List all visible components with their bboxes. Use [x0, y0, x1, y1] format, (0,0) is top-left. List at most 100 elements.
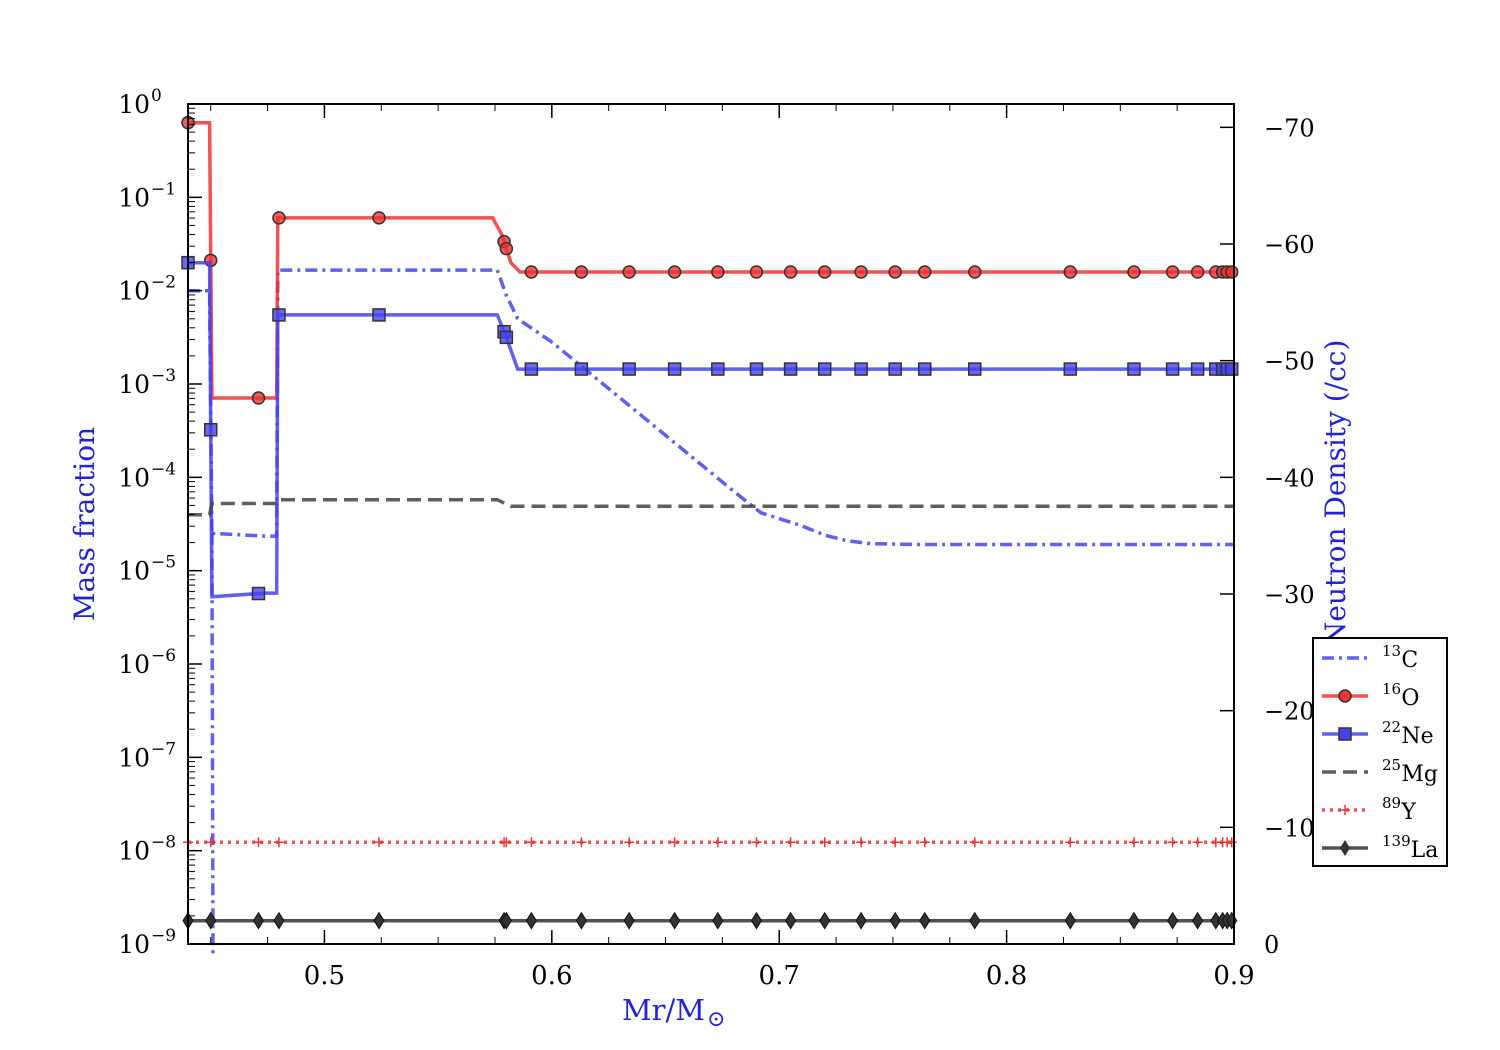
y-left-tick-exp-9: −9: [151, 926, 176, 946]
marker-139La-26: [1226, 911, 1238, 930]
marker-139La-10: [669, 911, 681, 930]
marker-22Ne-11: [711, 362, 725, 376]
marker-22Ne-8: [574, 362, 589, 376]
legend-label-sup-16O: 16: [1382, 680, 1401, 698]
legend-marker-139La: [1340, 840, 1350, 856]
legend-label-22Ne: Ne: [1401, 724, 1433, 749]
marker-139La-2: [252, 911, 265, 930]
marker-16O-26: [1224, 265, 1239, 279]
series-16O: [181, 115, 1239, 405]
marker-89Y-7: [526, 837, 537, 848]
series-line-22Ne: [188, 260, 1234, 599]
marker-139La-11: [712, 911, 724, 930]
marker-16O-2: [251, 391, 266, 405]
series-line-13C-right: [210, 533, 215, 954]
marker-89Y-11: [712, 837, 723, 848]
legend-label-sup-13C: 13: [1382, 642, 1401, 660]
series-13C-right: [210, 533, 215, 954]
marker-139La-17: [919, 911, 931, 930]
marker-89Y-20: [1128, 837, 1139, 848]
marker-16O-12: [749, 265, 764, 279]
marker-16O-22: [1190, 265, 1205, 279]
marker-22Ne-10: [667, 362, 682, 376]
series-layer: [181, 115, 1239, 954]
y-left-tick-label-9: 10: [118, 930, 150, 959]
marker-16O-6: [499, 241, 514, 256]
legend-marker-16O: [1338, 689, 1352, 703]
marker-22Ne-18: [968, 362, 982, 376]
x-tick-label-1: 0.6: [531, 961, 572, 991]
marker-16O-4: [372, 211, 386, 225]
marker-89Y-4: [374, 837, 385, 848]
marker-89Y-3: [273, 837, 284, 848]
marker-89Y-10: [669, 837, 680, 848]
marker-16O-10: [667, 265, 682, 279]
marker-22Ne-1: [203, 422, 218, 437]
marker-22Ne-2: [251, 586, 266, 601]
legend-label-89Y: Y: [1400, 800, 1416, 825]
marker-139La-8: [575, 911, 587, 930]
marker-139La-7: [525, 911, 537, 930]
series-89Y: [183, 837, 1237, 848]
marker-22Ne-21: [1165, 362, 1180, 376]
marker-139La-20: [1128, 911, 1140, 930]
legend-marker-22Ne: [1338, 727, 1352, 741]
y-left-tick-exp-0: 0: [151, 86, 162, 106]
ticks-layer: [188, 103, 1235, 945]
legend-label-sup-22Ne: 22: [1382, 718, 1401, 736]
marker-139La-21: [1167, 911, 1179, 930]
marker-89Y-18: [969, 837, 980, 848]
legend-label-13C: C: [1401, 648, 1418, 673]
y-right-tick-label-4: −30: [1264, 581, 1315, 609]
marker-89Y-21: [1167, 837, 1178, 848]
marker-16O-19: [1063, 265, 1078, 279]
marker-89Y-9: [624, 837, 635, 848]
marker-16O-16: [888, 265, 902, 279]
marker-139La-18: [969, 911, 981, 930]
marker-139La-13: [784, 911, 797, 930]
marker-16O-14: [817, 265, 832, 279]
y-left-tick-label-6: 10: [118, 650, 150, 679]
x-axis-label: Mr/M: [622, 993, 705, 1027]
marker-139La-22: [1192, 911, 1204, 930]
marker-139La-4: [373, 911, 385, 930]
marker-89Y-16: [890, 837, 901, 848]
legend-label-sup-89Y: 89: [1382, 794, 1401, 812]
x-tick-label-2: 0.7: [759, 961, 800, 991]
y-left-tick-exp-5: −5: [151, 553, 176, 573]
marker-22Ne-19: [1063, 362, 1078, 376]
marker-22Ne-22: [1190, 362, 1205, 376]
x-tick-label-0: 0.5: [304, 961, 345, 991]
marker-16O-11: [711, 265, 725, 279]
marker-16O-9: [622, 265, 636, 279]
marker-22Ne-14: [817, 362, 832, 376]
y-left-tick-label-0: 10: [118, 90, 150, 119]
marker-139La-6: [500, 911, 512, 930]
plot-frame: [187, 103, 1235, 945]
x-tick-label-4: 0.9: [1213, 961, 1254, 991]
y-left-tick-exp-3: −3: [151, 366, 176, 386]
marker-89Y-1: [205, 837, 216, 848]
marker-16O-18: [968, 265, 982, 279]
y-left-tick-label-4: 10: [118, 463, 150, 492]
marker-139La-12: [750, 911, 763, 930]
y-right-tick-label-0: −70: [1264, 114, 1315, 142]
legend-marker-89Y: [1340, 805, 1350, 815]
legend-label-16O: O: [1401, 686, 1419, 711]
marker-89Y-14: [819, 837, 830, 848]
legend-box: [1312, 637, 1448, 867]
marker-139La-1: [205, 911, 217, 930]
marker-22Ne-6: [499, 330, 514, 345]
y-left-tick-exp-1: −1: [151, 179, 176, 199]
marker-22Ne-12: [749, 362, 764, 376]
marker-22Ne-13: [783, 362, 798, 376]
marker-22Ne-3: [272, 308, 286, 322]
y-right-tick-label-3: −40: [1264, 464, 1315, 492]
y-left-tick-label-3: 10: [118, 370, 150, 399]
legend-label-25Mg: Mg: [1401, 762, 1438, 787]
marker-22Ne-17: [917, 362, 932, 376]
marker-89Y-12: [751, 837, 762, 848]
